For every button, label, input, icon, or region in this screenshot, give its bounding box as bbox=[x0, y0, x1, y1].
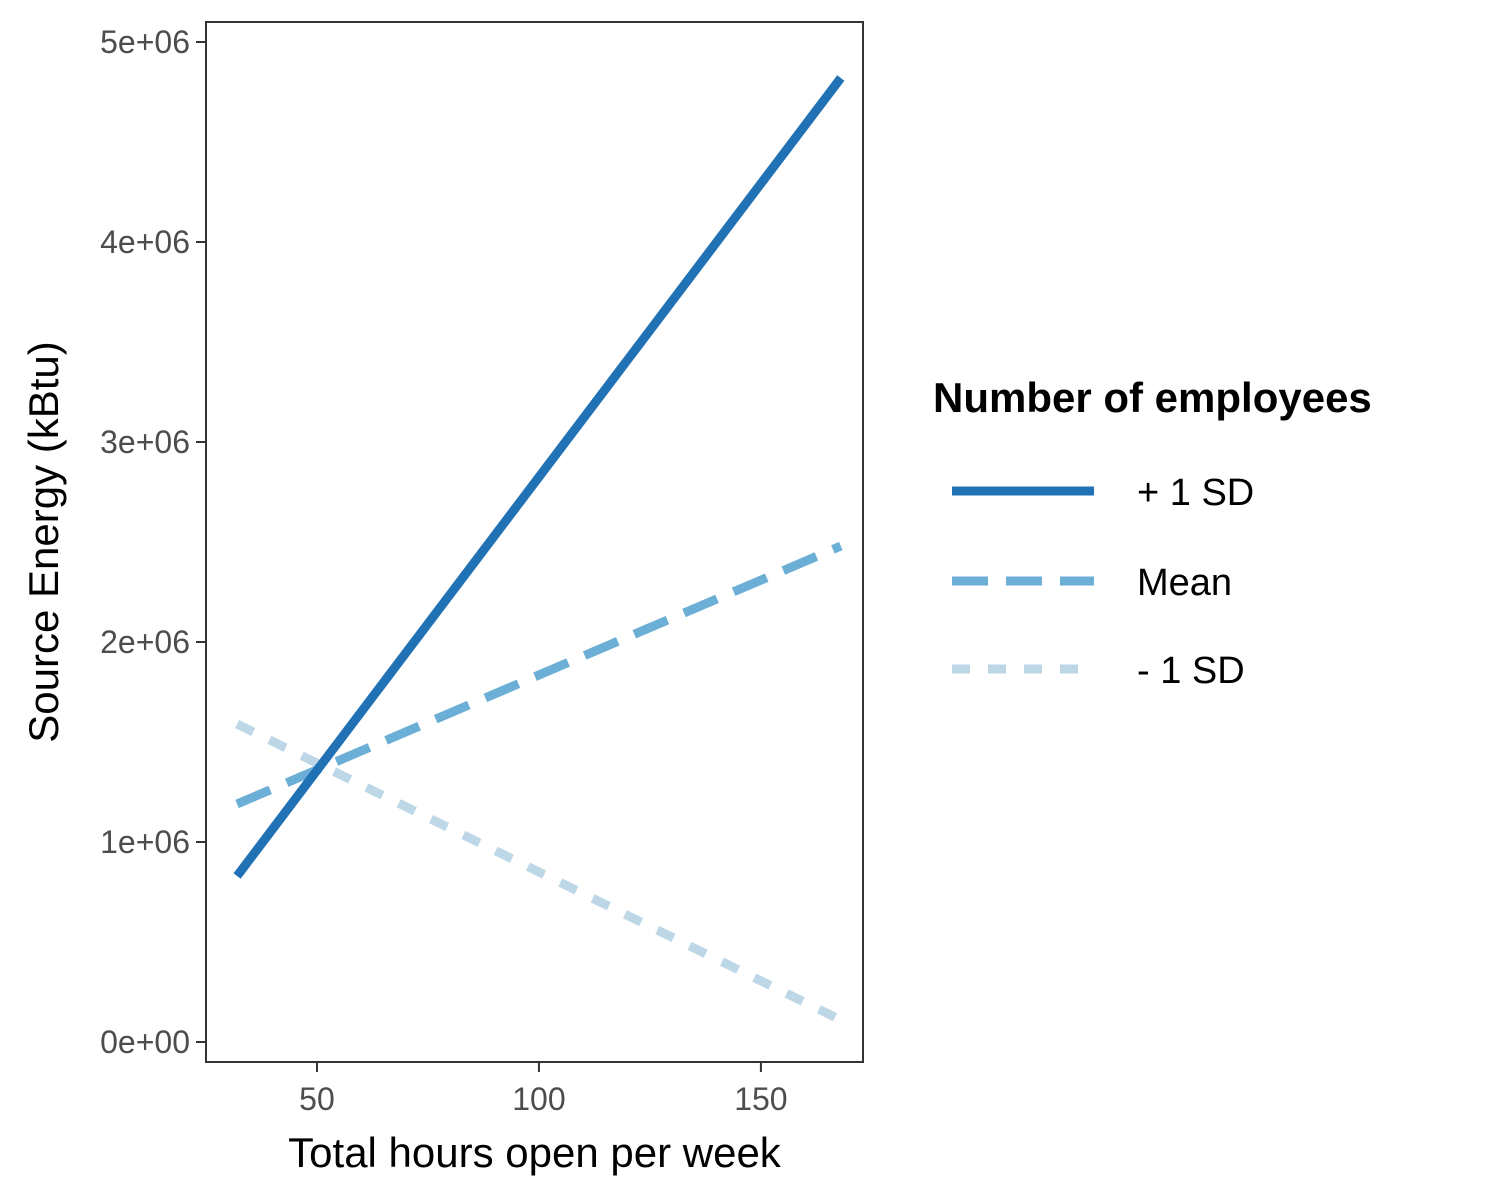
legend-label: Mean bbox=[1137, 562, 1232, 604]
y-tick-label: 2e+06 bbox=[100, 624, 190, 660]
x-tick-label: 150 bbox=[734, 1081, 787, 1117]
y-axis: 0e+00 1e+06 2e+06 3e+06 4e+06 5e+06 bbox=[100, 24, 206, 1060]
y-tick-label: 3e+06 bbox=[100, 424, 190, 460]
x-tick-label: 100 bbox=[512, 1081, 565, 1117]
legend-title: Number of employees bbox=[933, 374, 1372, 421]
x-axis-title: Total hours open per week bbox=[288, 1129, 782, 1176]
x-axis: 50 100 150 bbox=[299, 1062, 788, 1117]
legend: Number of employees + 1 SD Mean - 1 SD bbox=[933, 374, 1372, 692]
y-tick-label: 1e+06 bbox=[100, 824, 190, 860]
series-line bbox=[235, 719, 843, 1025]
series-line bbox=[233, 75, 845, 879]
y-tick-label: 5e+06 bbox=[100, 24, 190, 60]
series-line bbox=[235, 541, 843, 809]
y-tick-label: 4e+06 bbox=[100, 224, 190, 260]
series-lines bbox=[233, 75, 845, 1025]
x-tick-label: 50 bbox=[299, 1081, 335, 1117]
y-axis-title: Source Energy (kBtu) bbox=[20, 341, 67, 743]
panel-border bbox=[205, 21, 864, 1063]
legend-label: - 1 SD bbox=[1137, 650, 1245, 692]
legend-label: + 1 SD bbox=[1137, 472, 1254, 514]
y-tick-label: 0e+00 bbox=[100, 1024, 190, 1060]
